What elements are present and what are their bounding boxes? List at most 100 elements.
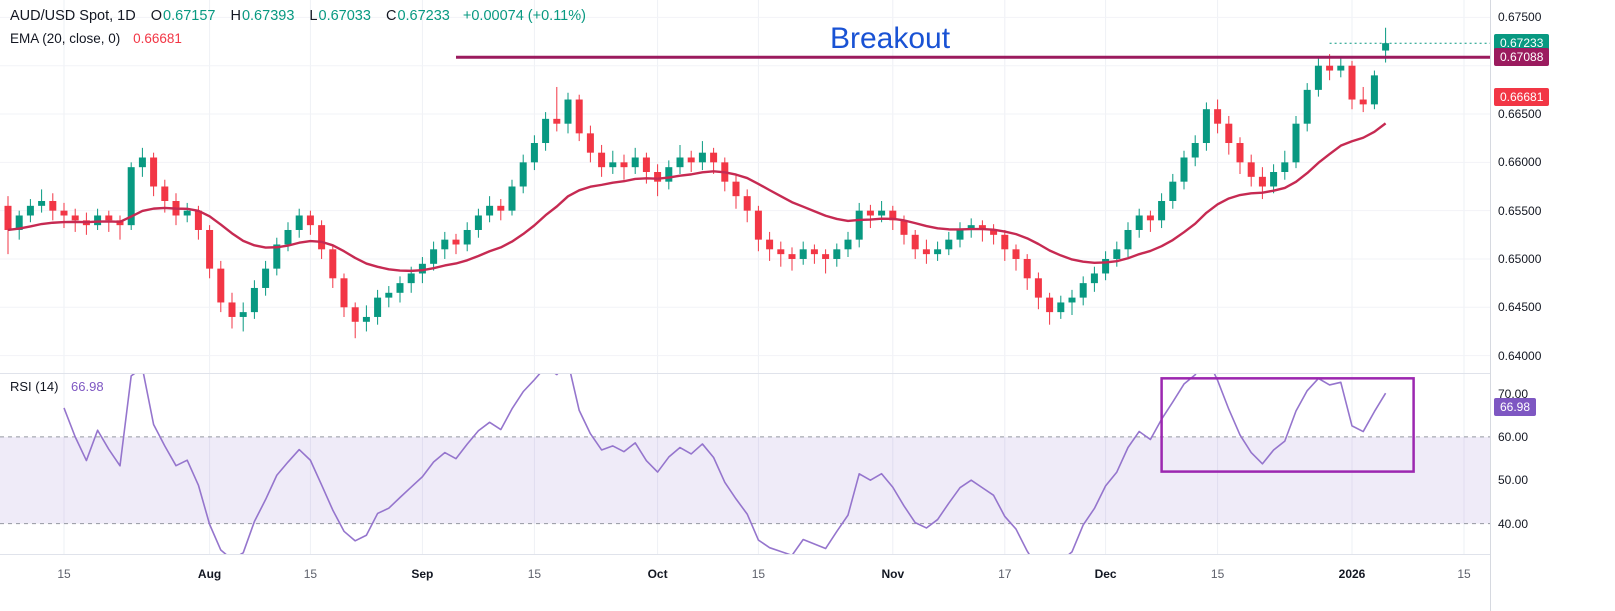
candle-body <box>1281 162 1289 173</box>
candle-body <box>978 225 986 230</box>
open-value: 0.67157 <box>163 8 216 24</box>
time-axis-label: 15 <box>303 567 318 581</box>
rsi-axis-label: 70.00 <box>1498 386 1529 401</box>
price-axis[interactable]: 0.67500 0.66500 0.66000 0.65500 0.65000 0.645… <box>1490 0 1615 611</box>
candle-body <box>430 249 438 264</box>
time-axis-label: Sep <box>411 567 434 581</box>
candle-body <box>833 249 841 259</box>
breakout-annotation[interactable]: Breakout <box>829 22 951 55</box>
candle-body <box>799 249 807 259</box>
price-axis-label: 0.65000 <box>1498 251 1542 266</box>
candle-body <box>60 210 68 216</box>
symbol-title[interactable]: AUD/USD Spot, 1D <box>10 8 136 24</box>
candle-body <box>878 210 886 216</box>
time-axis-label: Aug <box>197 567 222 581</box>
candle-body <box>542 118 550 144</box>
ema-value: 0.66681 <box>133 31 182 46</box>
candle-body <box>698 152 706 163</box>
high-value: 0.67393 <box>241 8 295 24</box>
candle-body <box>295 215 303 230</box>
candle-body <box>564 99 572 124</box>
candle-body <box>329 249 337 279</box>
candle-body <box>1023 258 1031 279</box>
candle-body <box>1292 123 1300 163</box>
candle-body <box>474 215 482 230</box>
candle-body <box>1068 297 1076 303</box>
candle-body <box>530 143 538 163</box>
candle-body <box>38 200 46 206</box>
price-axis-label: 0.64000 <box>1498 348 1542 363</box>
candle-body <box>822 254 830 259</box>
candle-body <box>362 316 370 322</box>
candle-body <box>1247 162 1255 177</box>
rsi-axis-label: 40.00 <box>1498 516 1529 531</box>
candle-body <box>654 172 662 182</box>
resistance-price-badge: 0.67088 <box>1494 48 1550 67</box>
candle-body <box>754 210 762 240</box>
low-label: L <box>309 8 318 24</box>
candle-body <box>609 162 617 168</box>
candle-body <box>1258 176 1266 187</box>
candle-body <box>1124 229 1132 250</box>
candle-body <box>1090 273 1098 284</box>
time-axis-label: 17 <box>998 567 1012 581</box>
candle-body <box>1158 200 1166 221</box>
candle-body <box>710 152 718 163</box>
candle-body <box>318 225 326 250</box>
rsi-line <box>63 374 1387 554</box>
candle-body <box>586 133 594 153</box>
candle-body <box>273 244 281 269</box>
candle-body <box>138 157 146 168</box>
ema-label[interactable]: EMA (20, close, 0) <box>10 31 121 46</box>
candle-body <box>1326 65 1334 71</box>
time-axis-label: Nov <box>881 567 905 581</box>
candle-body <box>105 215 113 221</box>
candle-body <box>1202 109 1210 144</box>
time-axis[interactable]: 15 Aug 15 Sep 15 Oct 15 Nov 17 Dec 15 2026 15 <box>0 555 1490 611</box>
candle-body <box>306 215 314 226</box>
rsi-highlight-box[interactable] <box>1160 377 1415 473</box>
candle-body <box>967 225 975 230</box>
pane-divider[interactable] <box>0 373 1615 374</box>
candle-body <box>1180 157 1188 182</box>
time-axis-label: Dec <box>1094 567 1117 581</box>
candle-body <box>990 229 998 235</box>
price-pane[interactable] <box>0 0 1490 373</box>
candle-body <box>340 278 348 308</box>
candle-body <box>1303 89 1311 124</box>
symbol-legend: AUD/USD Spot, 1D O0.67157 H0.67393 L0.67… <box>10 8 586 24</box>
last-price-badge: 0.67233 <box>1494 34 1550 53</box>
candle-body <box>956 229 964 240</box>
candle-body <box>519 162 527 187</box>
ema-line[interactable] <box>7 122 1387 273</box>
candle-body <box>788 254 796 259</box>
ema-legend: EMA (20, close, 0) 0.66681 <box>10 31 182 46</box>
candle-body <box>844 239 852 250</box>
candle-body <box>575 99 583 134</box>
candle-body <box>1314 65 1322 90</box>
candle-body <box>26 205 34 216</box>
candle-body <box>4 205 12 230</box>
candle-body <box>1382 43 1390 51</box>
candle-body <box>922 249 930 255</box>
candle-body <box>127 167 135 226</box>
candle-body <box>1236 143 1244 163</box>
open-label: O <box>150 8 163 24</box>
candle-body <box>631 157 639 168</box>
candle-body <box>206 229 214 269</box>
candle-body <box>262 268 270 288</box>
candle-body <box>407 273 415 284</box>
rsi-value: 66.98 <box>71 379 104 394</box>
rsi-label[interactable]: RSI (14) <box>10 379 59 394</box>
candle-body <box>385 292 393 298</box>
candle-body <box>497 205 505 211</box>
price-axis-label: 0.65500 <box>1498 203 1542 218</box>
candle-body <box>452 239 460 245</box>
close-value: 0.67233 <box>397 8 450 24</box>
candle-body <box>508 186 516 211</box>
candle-body <box>1214 109 1222 124</box>
time-axis-label: 15 <box>751 567 766 581</box>
candle-body <box>1113 249 1121 259</box>
rsi-pane[interactable] <box>0 374 1490 554</box>
